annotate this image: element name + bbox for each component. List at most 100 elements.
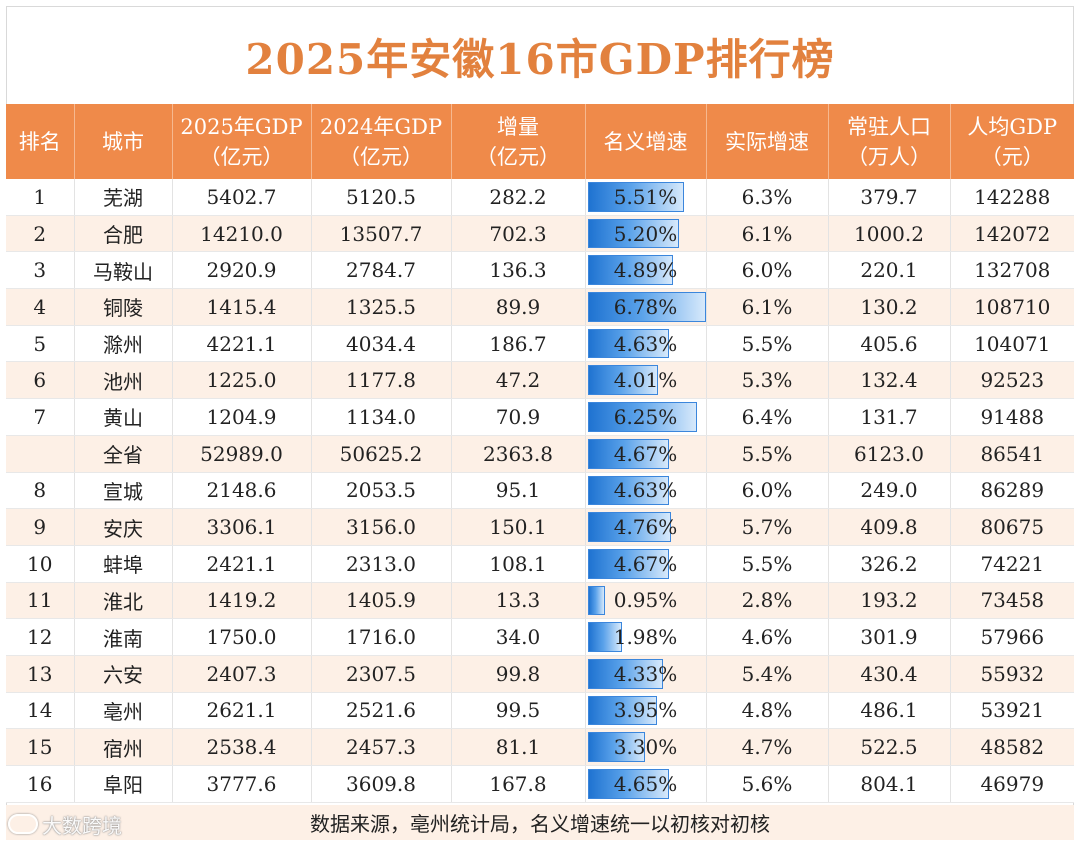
cell-city: 宿州 <box>74 728 173 766</box>
cell-city: 池州 <box>74 361 173 400</box>
nominal-growth-value: 6.25% <box>613 404 678 429</box>
cell-gdp2024: 50625.2 <box>311 435 452 473</box>
cell-real: 5.5% <box>706 435 829 473</box>
cell-city: 蚌埠 <box>74 545 173 583</box>
cell-nominal: 4.01% <box>585 361 707 400</box>
cell-rank: 7 <box>6 398 75 436</box>
cell-nominal: 1.98% <box>585 618 707 656</box>
cell-increase: 108.1 <box>451 545 586 583</box>
cell-real: 6.3% <box>706 179 829 216</box>
cell-gdp2025: 2421.1 <box>172 545 312 583</box>
cell-city: 六安 <box>74 655 173 693</box>
nominal-growth-value: 4.01% <box>613 368 678 393</box>
cell-real: 5.5% <box>706 325 829 363</box>
table-row: 4 铜陵 1415.4 1325.5 89.9 6.78% 6.1% 130.2 108710 <box>6 288 1074 326</box>
cell-city: 铜陵 <box>74 288 173 326</box>
cell-city: 宣城 <box>74 472 173 510</box>
cell-gdp2024: 3156.0 <box>311 508 452 546</box>
cell-real: 5.6% <box>706 765 829 803</box>
cell-gdp2025: 2538.4 <box>172 728 312 766</box>
cell-city: 滁州 <box>74 325 173 363</box>
cell-nominal: 3.30% <box>585 728 707 766</box>
header-rank: 排名 <box>6 104 75 179</box>
source-note: 数据来源，亳州统计局，名义增速统一以初核对初核 <box>6 805 1074 840</box>
cell-gdp2024: 2053.5 <box>311 472 452 510</box>
cell-gdp2025: 2148.6 <box>172 472 312 510</box>
nominal-growth-bar <box>587 548 669 579</box>
cell-per-capita: 53921 <box>950 692 1074 730</box>
table-row: 全省 52989.0 50625.2 2363.8 4.67% 5.5% 6123.0 865… <box>6 435 1074 473</box>
cell-increase: 136.3 <box>451 251 586 290</box>
cell-rank: 10 <box>6 545 75 583</box>
header-increase: 增量 （亿元） <box>451 104 586 179</box>
header-row: 排名 城市 2025年GDP （亿元） 2024年GDP （亿元） 增量 （亿元） 名… <box>6 104 1074 179</box>
cell-real: 6.1% <box>706 215 829 253</box>
cell-gdp2025: 2407.3 <box>172 655 312 693</box>
cell-rank: 5 <box>6 325 75 363</box>
cell-real: 4.8% <box>706 692 829 730</box>
cell-gdp2024: 2784.7 <box>311 251 452 290</box>
nominal-growth-bar <box>587 365 658 396</box>
table-row: 3 马鞍山 2920.9 2784.7 136.3 4.89% 6.0% 220.1 13270… <box>6 251 1074 290</box>
cell-population: 326.2 <box>828 545 951 583</box>
cell-rank: 9 <box>6 508 75 546</box>
cell-nominal: 0.95% <box>585 582 707 620</box>
watermark-text: 大数跨境 <box>42 813 122 838</box>
cell-city: 淮南 <box>74 618 173 656</box>
cell-per-capita: 74221 <box>950 545 1074 583</box>
cell-city: 阜阳 <box>74 765 173 803</box>
cell-population: 1000.2 <box>828 215 951 253</box>
cell-gdp2025: 14210.0 <box>172 215 312 253</box>
cell-gdp2024: 1405.9 <box>311 582 452 620</box>
cell-gdp2024: 1177.8 <box>311 361 452 400</box>
cell-population: 249.0 <box>828 472 951 510</box>
nominal-growth-value: 4.76% <box>613 515 678 540</box>
cell-increase: 282.2 <box>451 179 586 216</box>
nominal-growth-value: 5.20% <box>613 221 678 246</box>
nominal-growth-value: 3.95% <box>613 698 678 723</box>
cell-rank: 14 <box>6 692 75 730</box>
cell-rank: 8 <box>6 472 75 510</box>
cell-per-capita: 104071 <box>950 325 1074 363</box>
cell-gdp2025: 3306.1 <box>172 508 312 546</box>
cell-increase: 13.3 <box>451 582 586 620</box>
cell-nominal: 4.63% <box>585 325 707 363</box>
cell-increase: 95.1 <box>451 472 586 510</box>
cell-city: 马鞍山 <box>74 251 173 290</box>
cell-real: 4.7% <box>706 728 829 766</box>
nominal-growth-bar <box>587 769 669 799</box>
cell-population: 409.8 <box>828 508 951 546</box>
cell-increase: 167.8 <box>451 765 586 803</box>
cell-increase: 81.1 <box>451 728 586 766</box>
nominal-growth-bar <box>587 438 669 469</box>
cell-per-capita: 132708 <box>950 251 1074 290</box>
cell-per-capita: 48582 <box>950 728 1074 766</box>
cell-rank: 16 <box>6 765 75 803</box>
nominal-growth-bar <box>587 328 669 359</box>
cell-real: 6.0% <box>706 251 829 290</box>
cell-increase: 150.1 <box>451 508 586 546</box>
table-row: 8 宣城 2148.6 2053.5 95.1 4.63% 6.0% 249.0 86289 <box>6 472 1074 510</box>
nominal-growth-value: 4.33% <box>613 661 678 686</box>
cell-increase: 99.5 <box>451 692 586 730</box>
cell-per-capita: 86289 <box>950 472 1074 510</box>
cell-nominal: 4.67% <box>585 435 707 473</box>
cell-city: 黄山 <box>74 398 173 436</box>
cell-gdp2024: 4034.4 <box>311 325 452 363</box>
cell-nominal: 4.89% <box>585 251 707 290</box>
cell-gdp2025: 3777.6 <box>172 765 312 803</box>
cell-rank: 1 <box>6 179 75 216</box>
cell-increase: 99.8 <box>451 655 586 693</box>
nominal-growth-bar <box>587 732 645 762</box>
table-row: 14 亳州 2621.1 2521.6 99.5 3.95% 4.8% 486.1 53921 <box>6 692 1074 730</box>
cell-per-capita: 80675 <box>950 508 1074 546</box>
table-row: 13 六安 2407.3 2307.5 99.8 4.33% 5.4% 430.4 55932 <box>6 655 1074 693</box>
cell-real: 2.8% <box>706 582 829 620</box>
cell-city: 全省 <box>74 435 173 473</box>
cell-gdp2024: 1134.0 <box>311 398 452 436</box>
cell-gdp2024: 1716.0 <box>311 618 452 656</box>
cell-per-capita: 46979 <box>950 765 1074 803</box>
cell-rank: 2 <box>6 215 75 253</box>
cell-real: 5.7% <box>706 508 829 546</box>
cell-increase: 702.3 <box>451 215 586 253</box>
